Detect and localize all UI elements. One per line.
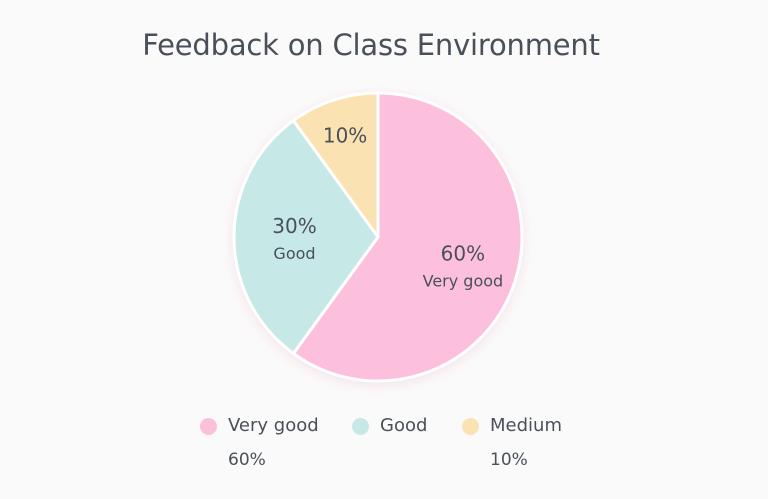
pie-slice-medium	[291, 91, 380, 239]
legend-swatch-good	[352, 418, 369, 435]
pie-slice-good	[232, 119, 380, 355]
chart-title: Feedback on Class Environment	[142, 28, 600, 62]
slice-name-label-very-good: Very good	[423, 272, 504, 291]
pie-slices	[232, 91, 524, 383]
legend-swatch-medium	[462, 418, 479, 435]
legend-label-medium: Medium	[490, 415, 562, 436]
slice-value-label-good: 30%	[272, 214, 316, 238]
legend-label-very-good: Very good	[228, 415, 319, 436]
slice-value-label-medium: 10%	[323, 124, 367, 148]
pie-labels: 60% Very good 30% Good 10%	[272, 124, 503, 291]
legend-label-good: Good	[380, 415, 428, 436]
legend-value-very-good: 60%	[228, 450, 266, 470]
legend-value-medium: 10%	[490, 450, 528, 470]
legend: Very good 60% Good Medium 10%	[0, 412, 768, 482]
slice-value-label-very-good: 60%	[441, 242, 485, 266]
slice-name-label-good: Good	[273, 244, 315, 263]
legend-swatch-very-good	[200, 418, 217, 435]
pie-slice-very-good	[291, 91, 524, 383]
